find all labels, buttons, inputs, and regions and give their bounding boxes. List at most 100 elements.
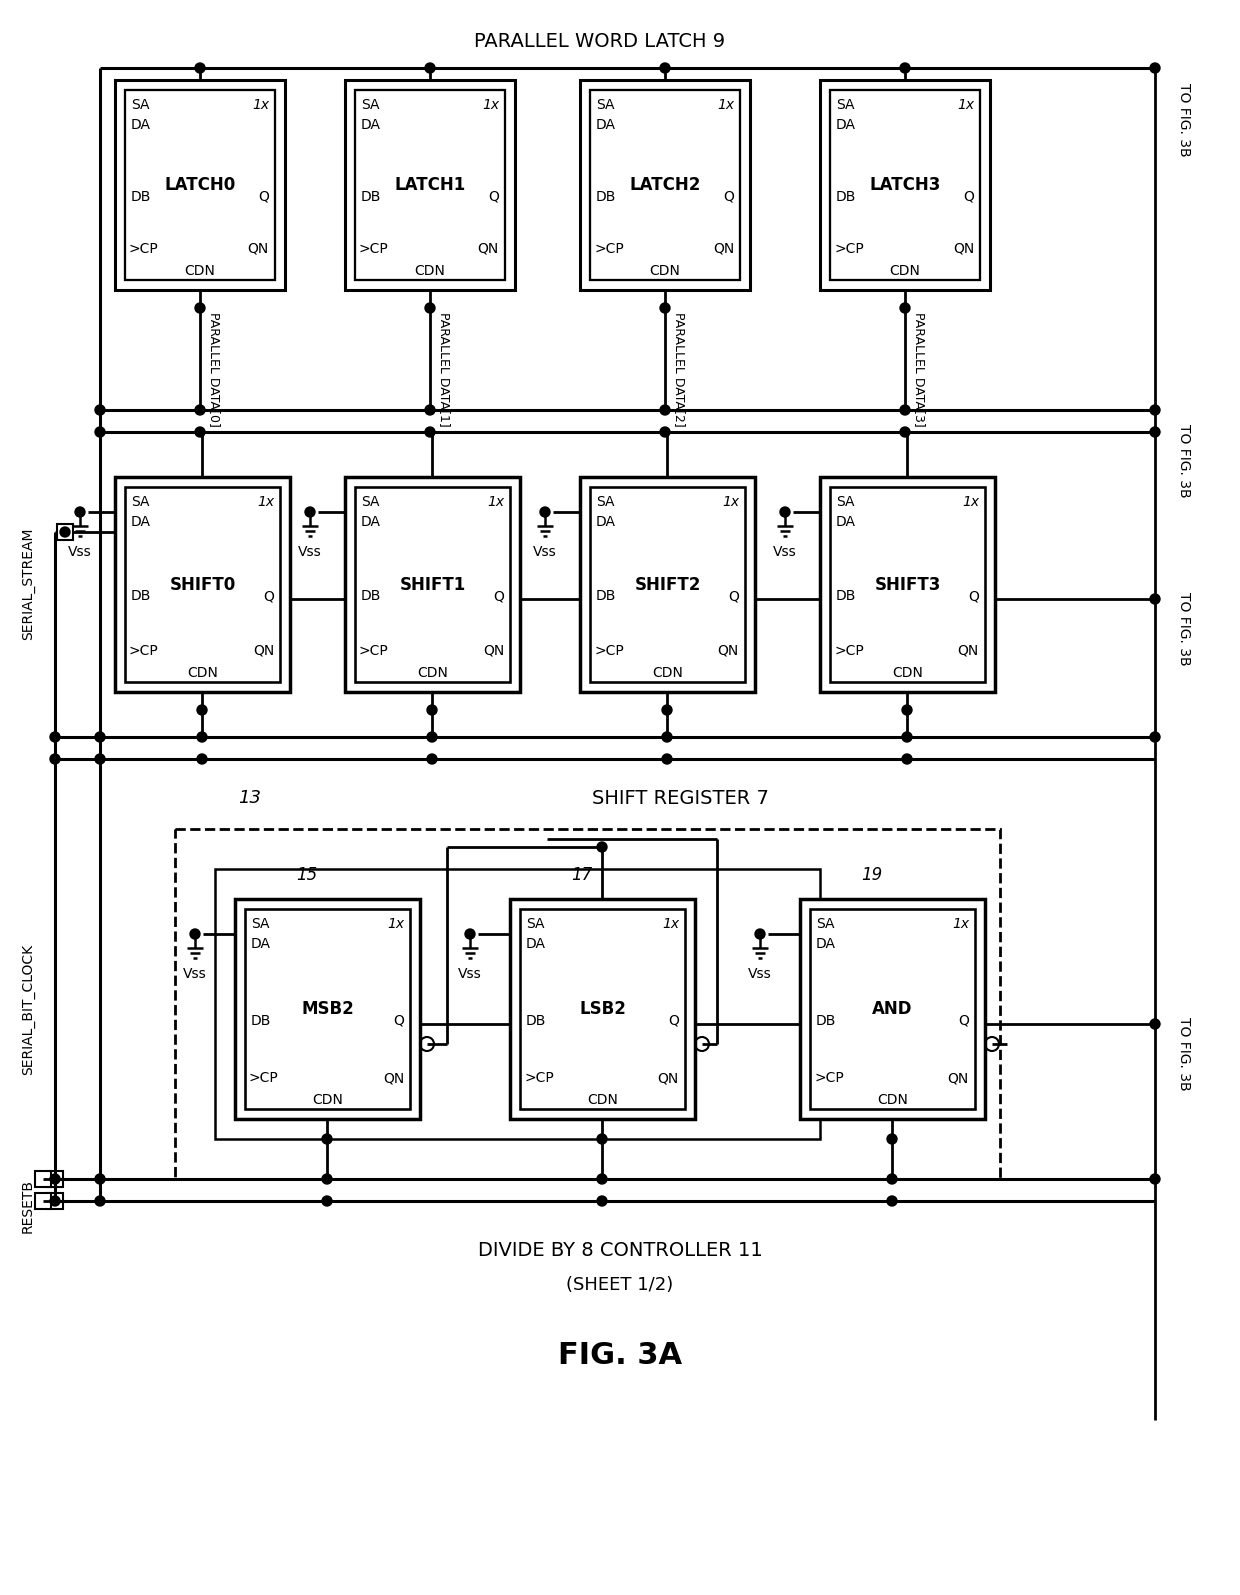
Circle shape <box>425 405 435 415</box>
Text: SERIAL_BIT_CLOCK: SERIAL_BIT_CLOCK <box>21 943 35 1075</box>
Text: QN: QN <box>947 1070 968 1085</box>
Text: QN: QN <box>713 242 734 257</box>
Bar <box>580 80 750 290</box>
Bar <box>345 477 520 692</box>
Text: >CP: >CP <box>594 242 624 257</box>
Text: 1x: 1x <box>482 97 498 112</box>
Text: 1x: 1x <box>387 917 404 931</box>
Bar <box>580 477 755 692</box>
Circle shape <box>322 1134 332 1144</box>
Text: Q: Q <box>489 190 498 204</box>
Circle shape <box>900 62 910 73</box>
Bar <box>35 1171 51 1187</box>
Circle shape <box>305 507 315 517</box>
Text: SA: SA <box>596 97 615 112</box>
Bar <box>355 89 505 281</box>
Circle shape <box>95 1174 105 1183</box>
Circle shape <box>425 303 435 313</box>
Text: SA: SA <box>250 917 269 931</box>
Text: DB: DB <box>596 590 616 603</box>
Circle shape <box>50 732 60 742</box>
Text: TO FIG. 3B: TO FIG. 3B <box>1177 592 1190 665</box>
Text: >CP: >CP <box>249 1070 279 1085</box>
Text: 1x: 1x <box>722 494 739 509</box>
Circle shape <box>1149 427 1159 437</box>
Text: TO FIG. 3B: TO FIG. 3B <box>1177 1018 1190 1091</box>
Text: DA: DA <box>361 118 381 132</box>
Circle shape <box>197 754 207 764</box>
Text: CDN: CDN <box>417 667 448 679</box>
Circle shape <box>425 62 435 73</box>
Bar <box>115 477 290 692</box>
Bar <box>820 477 994 692</box>
Text: DB: DB <box>836 590 857 603</box>
Circle shape <box>50 754 60 764</box>
Circle shape <box>662 754 672 764</box>
Circle shape <box>427 732 436 742</box>
Text: DA: DA <box>526 936 546 951</box>
Text: CDN: CDN <box>185 265 216 278</box>
Circle shape <box>197 732 207 742</box>
Text: LSB2: LSB2 <box>579 1000 626 1018</box>
Bar <box>820 80 990 290</box>
Text: Vss: Vss <box>68 545 92 558</box>
Text: Vss: Vss <box>298 545 322 558</box>
Text: DA: DA <box>596 515 616 530</box>
Text: DB: DB <box>250 1014 272 1029</box>
Text: CDN: CDN <box>889 265 920 278</box>
Text: SA: SA <box>836 494 854 509</box>
Text: SA: SA <box>596 494 615 509</box>
Circle shape <box>662 732 672 742</box>
Bar <box>125 486 280 683</box>
Circle shape <box>596 1134 608 1144</box>
Text: QN: QN <box>718 644 739 659</box>
Circle shape <box>60 526 69 538</box>
Circle shape <box>900 303 910 313</box>
Bar <box>520 909 684 1109</box>
Circle shape <box>1149 405 1159 415</box>
Text: DB: DB <box>526 1014 547 1029</box>
Text: QN: QN <box>248 242 269 257</box>
Text: Q: Q <box>668 1014 680 1029</box>
Text: QN: QN <box>952 242 973 257</box>
Circle shape <box>427 705 436 715</box>
Circle shape <box>900 405 910 415</box>
Text: RESETB: RESETB <box>21 1179 35 1233</box>
Circle shape <box>660 62 670 73</box>
Text: 1x: 1x <box>252 97 269 112</box>
Text: 1x: 1x <box>717 97 734 112</box>
Circle shape <box>901 754 911 764</box>
Bar <box>830 486 985 683</box>
Circle shape <box>195 405 205 415</box>
Circle shape <box>425 427 435 437</box>
Text: Q: Q <box>723 190 734 204</box>
Text: 1x: 1x <box>957 97 973 112</box>
Circle shape <box>322 1196 332 1206</box>
Text: LATCH2: LATCH2 <box>630 175 701 195</box>
Text: Vss: Vss <box>773 545 797 558</box>
Circle shape <box>660 427 670 437</box>
Text: Q: Q <box>258 190 269 204</box>
Text: PARALLEL DATA[1]: PARALLEL DATA[1] <box>438 313 451 427</box>
Text: PARALLEL WORD LATCH 9: PARALLEL WORD LATCH 9 <box>475 32 725 51</box>
Text: DB: DB <box>596 190 616 204</box>
Text: QN: QN <box>657 1070 680 1085</box>
Text: >CP: >CP <box>129 644 159 659</box>
Text: DB: DB <box>131 590 151 603</box>
Circle shape <box>322 1174 332 1183</box>
Text: DIVIDE BY 8 CONTROLLER 11: DIVIDE BY 8 CONTROLLER 11 <box>477 1241 763 1260</box>
Text: SA: SA <box>361 494 379 509</box>
Text: DA: DA <box>361 515 381 530</box>
Text: Q: Q <box>728 590 739 603</box>
Circle shape <box>660 303 670 313</box>
Circle shape <box>900 427 910 437</box>
Circle shape <box>195 303 205 313</box>
Bar <box>800 900 985 1120</box>
Text: CDN: CDN <box>187 667 218 679</box>
Text: 19: 19 <box>862 866 883 884</box>
Bar <box>236 900 420 1120</box>
Text: 1x: 1x <box>952 917 968 931</box>
Circle shape <box>1149 732 1159 742</box>
Text: 1x: 1x <box>962 494 980 509</box>
Circle shape <box>465 928 475 939</box>
